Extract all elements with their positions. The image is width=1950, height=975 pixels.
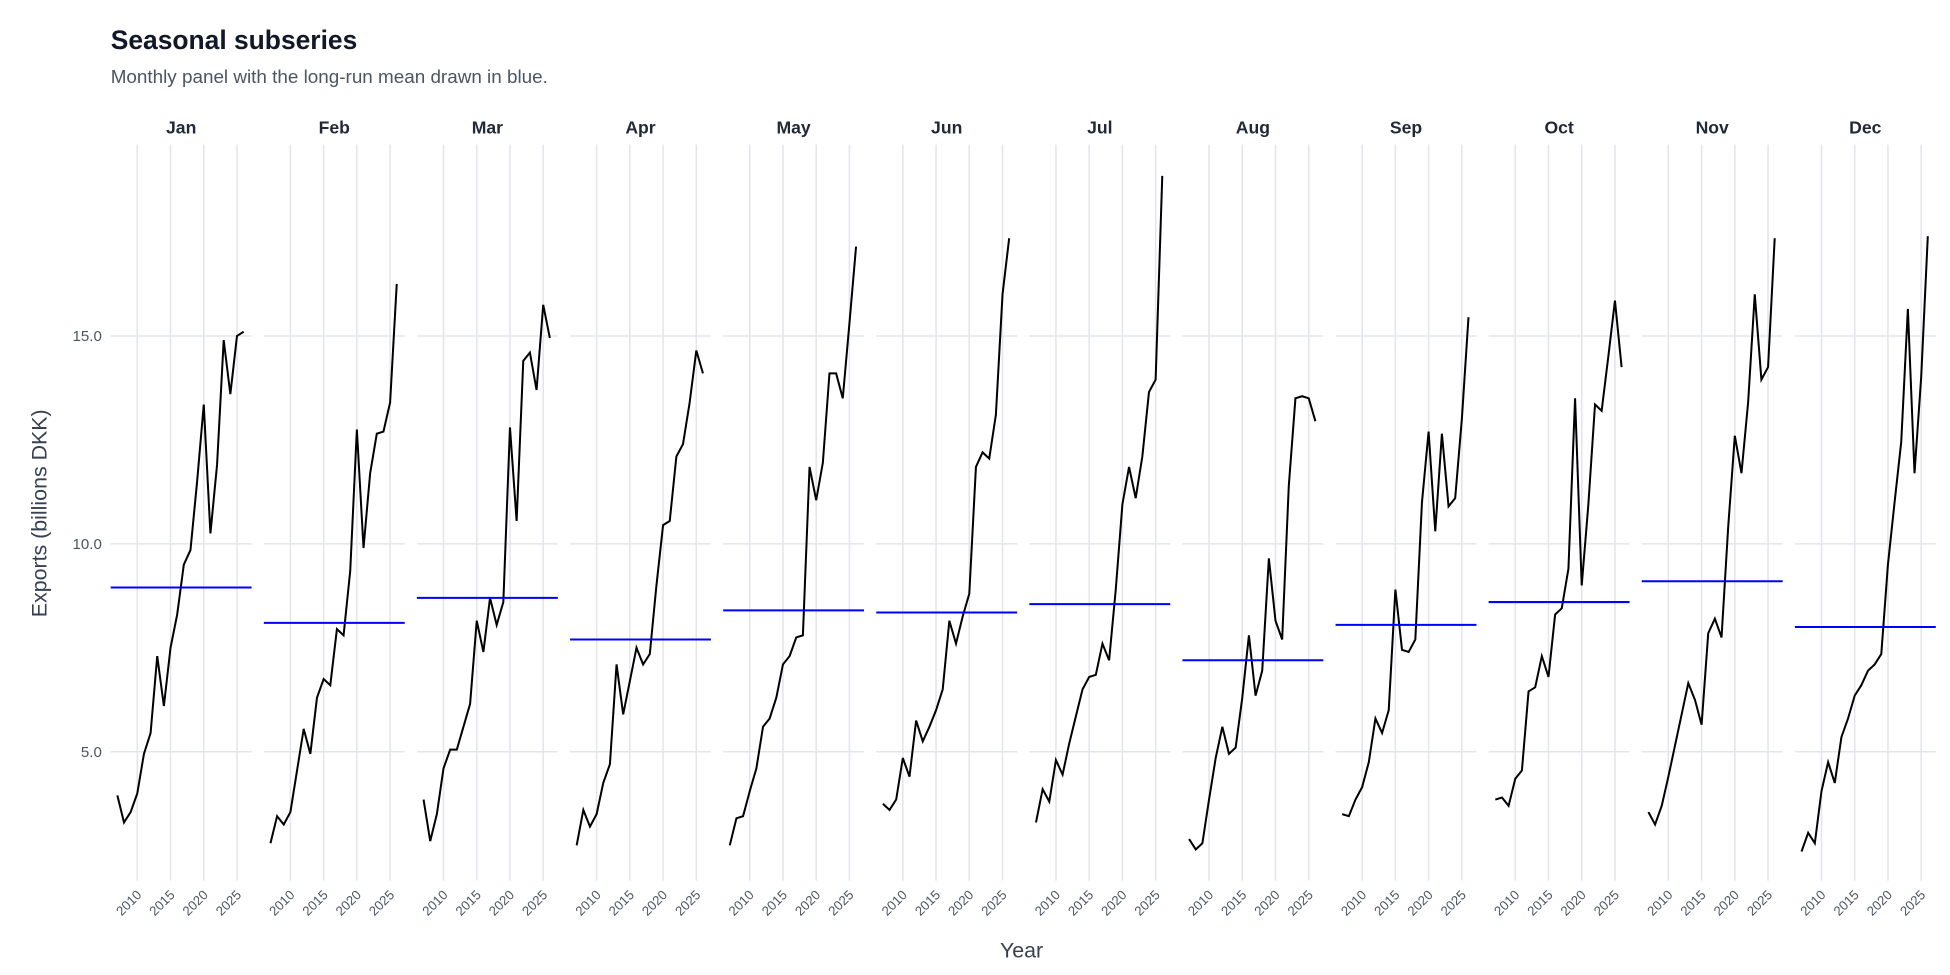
- x-tick-label: 2010: [1185, 887, 1216, 918]
- panel-title: Dec: [1849, 117, 1882, 137]
- series-line: [575, 350, 704, 846]
- panel-title: Jan: [166, 117, 196, 137]
- x-tick-label: 2010: [1491, 887, 1522, 918]
- series-line: [1341, 317, 1470, 818]
- series-line: [1647, 238, 1776, 827]
- x-tick-label: 2025: [366, 887, 397, 918]
- y-tick-label: 5.0: [81, 744, 102, 761]
- panel-title: Aug: [1236, 117, 1270, 137]
- series-line: [728, 246, 858, 846]
- x-tick-label: 2020: [1711, 887, 1742, 918]
- x-tick-label: 2025: [1285, 887, 1316, 918]
- series-line: [882, 238, 1011, 812]
- x-tick-label: 2020: [333, 887, 364, 918]
- panel-title: Jul: [1087, 117, 1112, 137]
- x-tick-label: 2020: [1098, 887, 1129, 918]
- x-tick-label: 2015: [1677, 887, 1708, 918]
- x-tick-label: 2015: [606, 887, 637, 918]
- x-tick-label: 2025: [1131, 887, 1162, 918]
- x-tick-label: 2025: [1744, 887, 1775, 918]
- x-tick-label: 2010: [572, 887, 603, 918]
- series-line: [1800, 236, 1929, 852]
- x-tick-label: 2010: [1797, 887, 1828, 918]
- x-axis-label: Year: [1000, 938, 1043, 962]
- series-line: [422, 304, 551, 842]
- x-tick-label: 2020: [180, 887, 211, 918]
- x-tick-label: 2025: [825, 887, 856, 918]
- x-tick-label: 2020: [639, 887, 670, 918]
- x-tick-label: 2010: [113, 887, 144, 918]
- x-tick-label: 2025: [213, 887, 244, 918]
- x-tick-label: 2025: [672, 887, 703, 918]
- x-tick-label: 2015: [1830, 887, 1861, 918]
- x-tick-label: 2020: [1251, 887, 1282, 918]
- x-tick-label: 2020: [1558, 887, 1589, 918]
- series-line: [1035, 175, 1164, 823]
- x-tick-label: 2025: [519, 887, 550, 918]
- x-tick-label: 2020: [945, 887, 976, 918]
- x-tick-label: 2015: [1371, 887, 1402, 918]
- x-tick-label: 2020: [792, 887, 823, 918]
- series-line: [1188, 395, 1317, 852]
- x-tick-label: 2015: [146, 887, 177, 918]
- series-line: [269, 283, 398, 844]
- x-tick-label: 2015: [1524, 887, 1555, 918]
- chart-title: Seasonal subseries: [111, 25, 358, 55]
- chart-subtitle: Monthly panel with the long-run mean dra…: [111, 66, 548, 87]
- panel-title: Sep: [1390, 117, 1423, 137]
- panel-title: Feb: [319, 117, 351, 137]
- x-tick-label: 2020: [486, 887, 517, 918]
- x-tick-label: 2025: [1897, 887, 1928, 918]
- x-tick-label: 2010: [419, 887, 450, 918]
- y-axis-label: Exports (billions DKK): [28, 409, 52, 617]
- x-tick-label: 2010: [726, 887, 757, 918]
- x-tick-label: 2010: [266, 887, 297, 918]
- x-tick-label: 2020: [1404, 887, 1435, 918]
- panel-title: Nov: [1696, 117, 1729, 137]
- x-tick-label: 2020: [1864, 887, 1895, 918]
- x-tick-label: 2010: [1644, 887, 1675, 918]
- series-line: [116, 330, 245, 825]
- x-tick-label: 2025: [1591, 887, 1622, 918]
- x-tick-label: 2010: [1032, 887, 1063, 918]
- x-tick-label: 2015: [453, 887, 484, 918]
- x-tick-label: 2010: [879, 887, 910, 918]
- x-tick-label: 2015: [1218, 887, 1249, 918]
- x-tick-label: 2025: [978, 887, 1009, 918]
- y-tick-label: 10.0: [73, 536, 102, 553]
- panel-title: Jun: [931, 117, 962, 137]
- panel-title: Mar: [472, 117, 503, 137]
- y-tick-label: 15.0: [73, 328, 102, 345]
- panel-title: Oct: [1544, 117, 1573, 137]
- series-line: [1495, 300, 1623, 809]
- x-tick-label: 2015: [299, 887, 330, 918]
- panel-title: May: [776, 117, 810, 137]
- x-tick-label: 2010: [1338, 887, 1369, 918]
- x-tick-label: 2015: [759, 887, 790, 918]
- x-tick-label: 2015: [912, 887, 943, 918]
- x-tick-label: 2015: [1065, 887, 1096, 918]
- panel-title: Apr: [625, 117, 655, 137]
- x-tick-label: 2025: [1438, 887, 1469, 918]
